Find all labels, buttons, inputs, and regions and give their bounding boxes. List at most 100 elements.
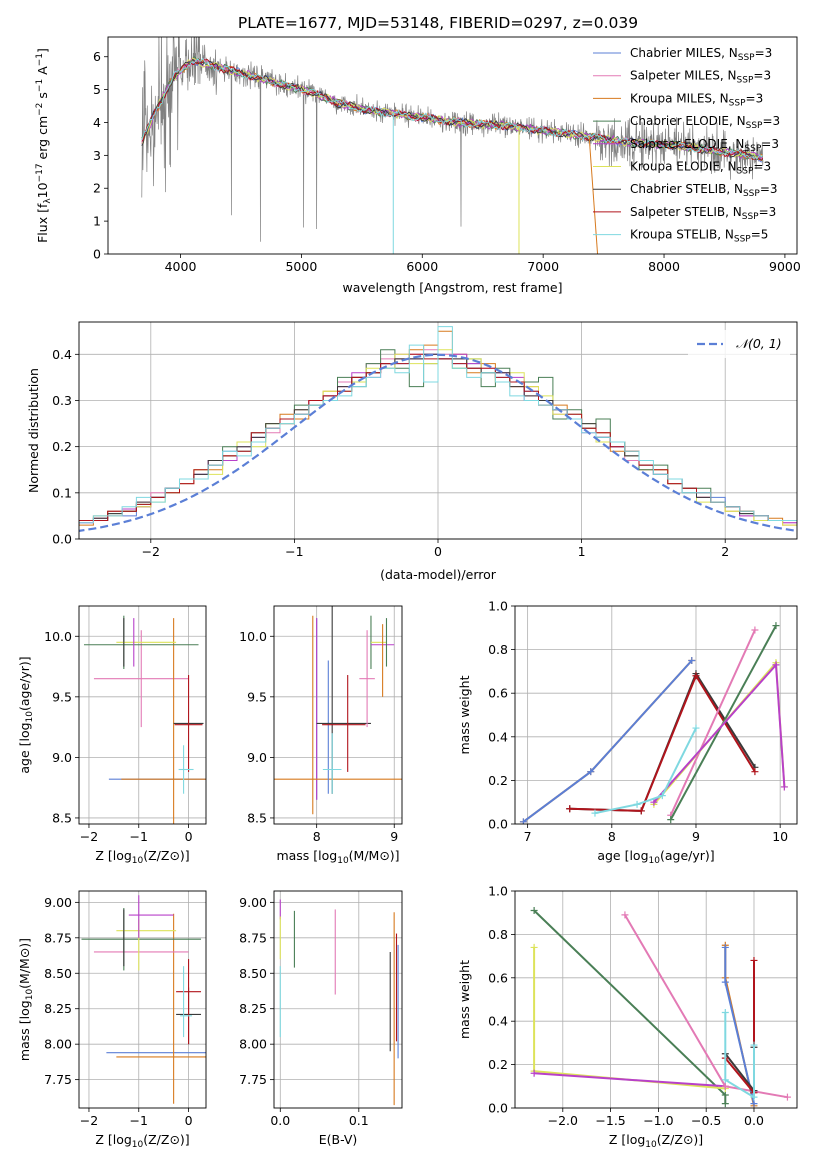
y-tick-label: 6 (93, 49, 101, 64)
weight-line-salpeter-miles (669, 629, 756, 816)
y-axis-label-part: A (35, 66, 50, 79)
panel-z-age: −2 −1 0 8.5 9.0 9.5 10.0 Z [log10​(Z/Z⊙)] age [l… (17, 605, 207, 866)
x-tick-label: 9 (390, 829, 398, 844)
y-axis-label: age [log10​(age/yr)] (17, 656, 35, 773)
weight-marker (637, 807, 645, 815)
figure-title: PLATE=1677, MJD=53148, FIBERID=0297, z=0… (238, 14, 638, 32)
axes-frame (78, 890, 207, 1109)
weight-marker (721, 1100, 729, 1108)
y-tick-label: 1 (93, 214, 101, 229)
legend-entry-part: =3 (753, 69, 771, 83)
legend-entry-part: =3 (762, 114, 780, 128)
legend-entry: Chabrier ELODIE, NSSP​=3 (630, 114, 780, 131)
weight-line-chabrier-stelib (724, 1047, 755, 1094)
weight-marker (750, 1041, 758, 1049)
weight-line-chabrier-miles (724, 947, 755, 1104)
legend-entry-part: SSP (742, 212, 759, 222)
axes: 4000 5000 6000 7000 8000 9000 0 1 2 3 4 5 6 wavelengt… (35, 36, 801, 295)
y-tick-label: 8.25 (44, 1001, 72, 1016)
legend-entry-part: =3 (753, 160, 771, 174)
weight-marker (658, 792, 666, 800)
x-axis-label-part: 10 (337, 856, 349, 866)
legend-entry-part: Salpeter STELIB, N (630, 205, 742, 219)
legend-entry-part: Salpeter MILES, N (630, 69, 737, 83)
y-axis-label-part: −2 (35, 103, 45, 116)
weight-marker (721, 1009, 729, 1017)
hist-kroupa-stelib (79, 326, 797, 526)
y-tick-label: 0.1 (52, 485, 72, 500)
y-axis-label: Flux [fλ​10−17​ erg cm−2​ s−1​ A−1​] (35, 48, 53, 243)
legend-entry-part: Chabrier ELODIE, N (630, 114, 746, 128)
y-axis-label-part: s (35, 92, 50, 103)
y-tick-label: 0.6 (488, 686, 508, 701)
legend-entry-part: Chabrier MILES, N (630, 46, 738, 60)
x-axis-label-part: 10 (649, 856, 661, 866)
x-tick-label: 9000 (769, 259, 801, 274)
axes-frame (514, 605, 798, 825)
x-axis-label-part: (age/yr)] (660, 848, 715, 863)
y-axis-label-part: −1 (35, 79, 45, 92)
plot-area (81, 895, 206, 1104)
axes: −2 −1 0 7.75 8.00 8.25 8.50 8.75 9.00 Z [log10​(Z… (17, 890, 207, 1150)
legend-entry-part: =3 (761, 137, 779, 151)
y-axis-label-part: 10 (25, 989, 35, 1001)
weight-marker (780, 783, 788, 791)
weight-marker (750, 1100, 758, 1108)
x-tick-label: −1.0 (643, 1113, 673, 1128)
x-axis-label-part: (Z/Z⊙)] (143, 1132, 189, 1147)
weight-marker (591, 809, 599, 817)
weight-marker (721, 978, 729, 986)
y-axis-label-part: mass [log (17, 1000, 32, 1061)
y-axis-label-part: ] (35, 48, 50, 53)
y-tick-label: 8.75 (239, 930, 267, 945)
legend-entry-part: =3 (760, 182, 778, 196)
weight-marker (783, 1093, 791, 1101)
x-tick-label: −2 (80, 829, 98, 844)
weight-line-kroupa-stelib (594, 727, 697, 815)
axes: −2.0 −1.5 −1.0 −0.5 0.0 0.0 0.2 0.4 0.6 0.8 1.0 Z [… (457, 884, 798, 1150)
legend-entry: Kroupa MILES, NSSP​=3 (630, 91, 763, 108)
y-tick-label: 0.4 (52, 347, 72, 362)
legend-entry: Salpeter MILES, NSSP​=3 (630, 69, 771, 86)
y-tick-label: 0.0 (488, 1101, 508, 1116)
x-tick-label: 7000 (527, 259, 559, 274)
x-tick-label: −1 (130, 1113, 148, 1128)
normal-curve (79, 353, 797, 533)
axes-frame (273, 890, 403, 1109)
y-tick-label: 0.4 (488, 1014, 508, 1029)
y-tick-label: 8.5 (247, 810, 267, 825)
y-tick-label: 3 (93, 148, 101, 163)
x-tick-label: 0.0 (270, 1113, 290, 1128)
y-axis-label: mass weight (457, 960, 472, 1039)
x-axis-label: Z [log10​(Z/Z⊙)] (609, 1132, 703, 1150)
y-axis-label-part: Flux [f (35, 203, 50, 243)
panel-spectrum: 4000 5000 6000 7000 8000 9000 0 1 2 3 4 5 6 wavelengt… (35, 36, 801, 295)
weight-marker (530, 1069, 538, 1077)
x-axis-label-part: Z [log (609, 1132, 645, 1147)
y-tick-label: 1.0 (488, 884, 508, 899)
legend-entry-part: =3 (755, 46, 773, 60)
y-tick-label: 8.50 (239, 966, 267, 981)
x-tick-label: −2 (80, 1113, 98, 1128)
plot-area (83, 615, 206, 824)
weight-marker (692, 724, 700, 732)
weight-marker (750, 1093, 758, 1101)
y-tick-label: 0.2 (488, 1057, 508, 1072)
x-tick-label: 0.0 (744, 1113, 764, 1128)
y-tick-label: 8.5 (52, 810, 72, 825)
panel-residuals: −2 −1 0 1 2 0.0 0.1 0.2 0.3 0.4 (data-model)/error… (26, 321, 798, 582)
legend-entry-part: SSP (746, 121, 763, 131)
axes: −2 −1 0 1 2 0.0 0.1 0.2 0.3 0.4 (data-model)/error… (26, 321, 798, 582)
weight-marker (721, 1076, 729, 1084)
y-tick-label: 0.3 (52, 393, 72, 408)
y-tick-label: 0.4 (488, 729, 508, 744)
y-axis-label-part: erg cm (35, 116, 50, 164)
weight-line-kroupa-stelib (724, 1012, 755, 1099)
legend-entry: Kroupa ELODIE, NSSP​=3 (630, 160, 771, 177)
x-axis-label: (data-model)/error (380, 567, 497, 582)
y-tick-label: 0.0 (488, 817, 508, 832)
model-line-kroupa-stelib (141, 57, 764, 161)
legend: 𝒩(0, 1) (688, 330, 790, 358)
x-tick-label: 0 (434, 544, 442, 559)
weight-marker (519, 818, 527, 824)
